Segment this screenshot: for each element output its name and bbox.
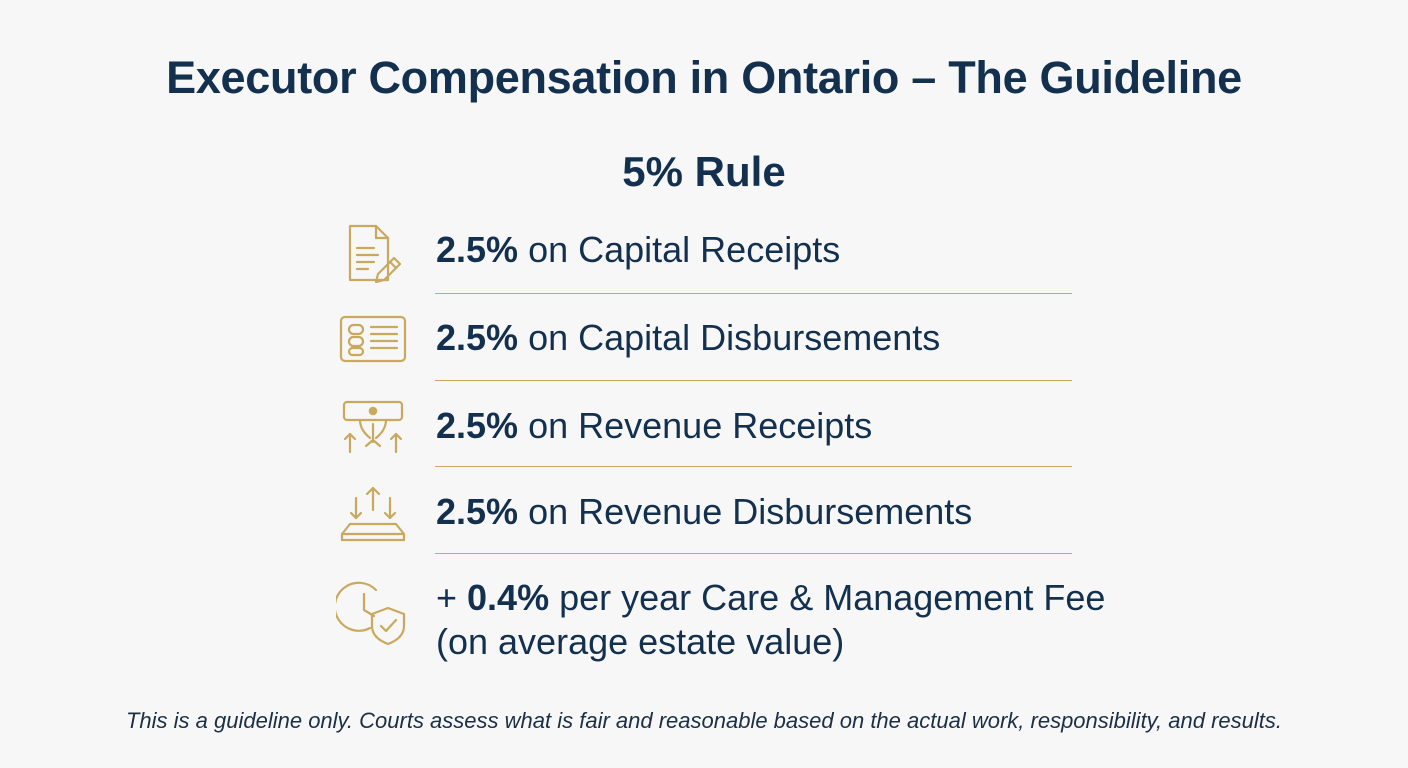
document-pen-icon (336, 220, 408, 288)
list-item-capital-disbursements: 2.5% on Capital Disbursements (336, 302, 1076, 382)
tray-arrows-icon (336, 480, 408, 548)
footnote: This is a guideline only. Courts assess … (125, 708, 1282, 733)
page-title: Executor Compensation in Ontario – The G… (166, 52, 1242, 103)
divider (435, 380, 1072, 381)
fee-line-2: (on average estate value) (436, 621, 845, 662)
divider (435, 466, 1072, 467)
list-item-care-management-fee: + 0.4% per year Care & Management Fee (o… (336, 568, 1105, 668)
item-text: 2.5% on Capital Disbursements (436, 317, 941, 358)
list-item-revenue-receipts: 2.5% on Revenue Receipts (336, 390, 1076, 470)
fee-line-1: + 0.4% per year Care & Management Fee (436, 577, 1106, 618)
item-text: 2.5% on Revenue Receipts (436, 405, 873, 446)
divider (435, 293, 1072, 294)
bill-arrows-up-icon (336, 394, 408, 462)
list-item-revenue-disbursements: 2.5% on Revenue Disbursements (336, 476, 1076, 556)
ledger-coins-icon (336, 306, 408, 374)
rule-heading: 5% Rule (622, 148, 786, 195)
clock-shield-icon (336, 578, 408, 646)
item-text: 2.5% on Capital Receipts (436, 229, 841, 270)
item-text: 2.5% on Revenue Disbursements (436, 491, 973, 532)
divider (435, 553, 1072, 554)
list-item-capital-receipts: 2.5% on Capital Receipts (336, 216, 1076, 296)
